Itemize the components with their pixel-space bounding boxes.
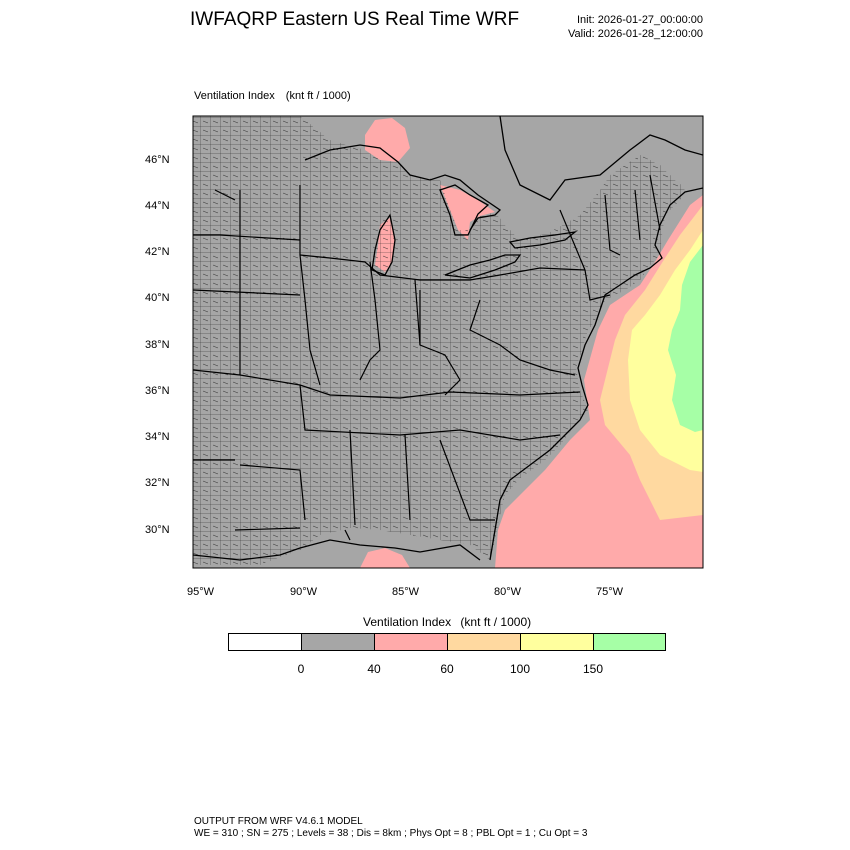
lat-label-38n: 38°N xyxy=(145,339,170,351)
footer-config-line: WE = 310 ; SN = 275 ; Levels = 38 ; Dis … xyxy=(194,828,588,839)
lat-label-46n: 46°N xyxy=(145,154,170,166)
map-field-units: (knt ft / 1000) xyxy=(285,90,351,102)
gulf-zone xyxy=(360,548,410,568)
state-boundaries xyxy=(193,174,661,541)
lat-label-44n: 44°N xyxy=(145,200,170,212)
map-frame xyxy=(192,115,704,569)
lat-label-36n: 36°N xyxy=(145,385,170,397)
colorbar-swatch xyxy=(301,633,374,651)
coastlines xyxy=(193,116,703,561)
colorbar-tick-label: 60 xyxy=(440,662,454,676)
init-time: Init: 2026-01-27_00:00:00 xyxy=(577,14,703,26)
lake-superior-zone xyxy=(365,118,410,162)
colorbar-tick-label: 0 xyxy=(297,662,305,676)
county-boundaries xyxy=(193,116,685,565)
lon-label-85w: 85°W xyxy=(392,586,420,598)
colorbar-tick-label: 150 xyxy=(582,662,604,676)
colorbar-field-name: Ventilation Index xyxy=(363,615,452,629)
lon-label-95w: 95°W xyxy=(187,586,215,598)
map-field-label: Ventilation Index (knt ft / 1000) xyxy=(194,90,351,102)
colorbar-title: Ventilation Index (knt ft / 1000) xyxy=(363,615,531,629)
lat-label-32n: 32°N xyxy=(145,477,170,489)
lat-label-40n: 40°N xyxy=(145,292,170,304)
lon-label-90w: 90°W xyxy=(290,586,318,598)
colorbar-swatch xyxy=(374,633,447,651)
lake-huron-zone xyxy=(440,185,495,240)
lat-label-30n: 30°N xyxy=(145,524,170,536)
colorbar-swatch xyxy=(520,633,593,651)
colorbar-units: (knt ft / 1000) xyxy=(460,615,532,629)
colorbar-tick-label: 40 xyxy=(367,662,381,676)
lat-label-34n: 34°N xyxy=(145,431,170,443)
valid-time: Valid: 2026-01-28_12:00:00 xyxy=(568,28,703,40)
lon-label-80w: 80°W xyxy=(494,586,522,598)
colorbar-swatch xyxy=(593,633,666,651)
plot-title: IWFAQRP Eastern US Real Time WRF xyxy=(190,9,520,30)
ocean-zone-over-150 xyxy=(668,245,703,432)
colorbar-swatch xyxy=(447,633,520,651)
map-field xyxy=(193,116,703,568)
colorbar-swatch xyxy=(228,633,301,651)
map-field-name: Ventilation Index xyxy=(194,90,275,102)
lat-label-42n: 42°N xyxy=(145,246,170,258)
footer-model-line: OUTPUT FROM WRF V4.6.1 MODEL xyxy=(194,816,363,827)
lon-label-75w: 75°W xyxy=(596,586,624,598)
colorbar-tick-label: 100 xyxy=(509,662,531,676)
